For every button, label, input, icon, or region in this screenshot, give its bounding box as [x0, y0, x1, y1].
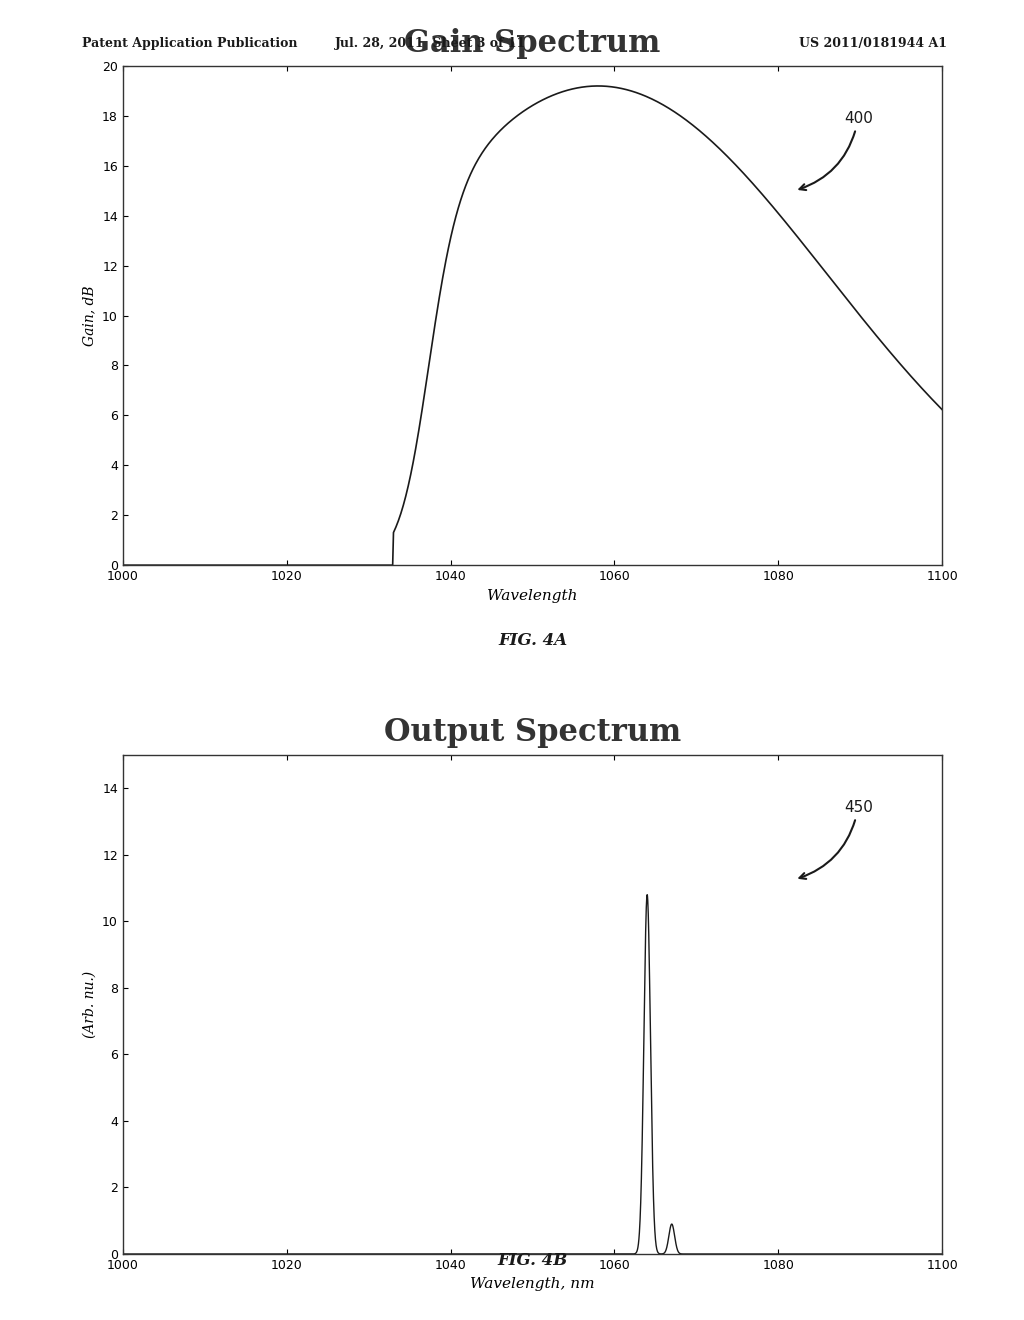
- Y-axis label: Gain, dB: Gain, dB: [83, 285, 96, 346]
- X-axis label: Wavelength: Wavelength: [487, 589, 578, 602]
- Text: Jul. 28, 2011  Sheet 3 of 11: Jul. 28, 2011 Sheet 3 of 11: [335, 37, 525, 50]
- X-axis label: Wavelength, nm: Wavelength, nm: [470, 1278, 595, 1291]
- Title: Output Spectrum: Output Spectrum: [384, 717, 681, 748]
- Text: FIG. 4B: FIG. 4B: [498, 1253, 567, 1269]
- Text: FIG. 4A: FIG. 4A: [498, 632, 567, 648]
- Text: Patent Application Publication: Patent Application Publication: [82, 37, 297, 50]
- Text: 400: 400: [800, 111, 872, 190]
- Text: 450: 450: [800, 800, 872, 879]
- Text: US 2011/0181944 A1: US 2011/0181944 A1: [799, 37, 947, 50]
- Title: Gain Spectrum: Gain Spectrum: [404, 28, 660, 59]
- Y-axis label: (Arb. nu.): (Arb. nu.): [83, 970, 96, 1038]
